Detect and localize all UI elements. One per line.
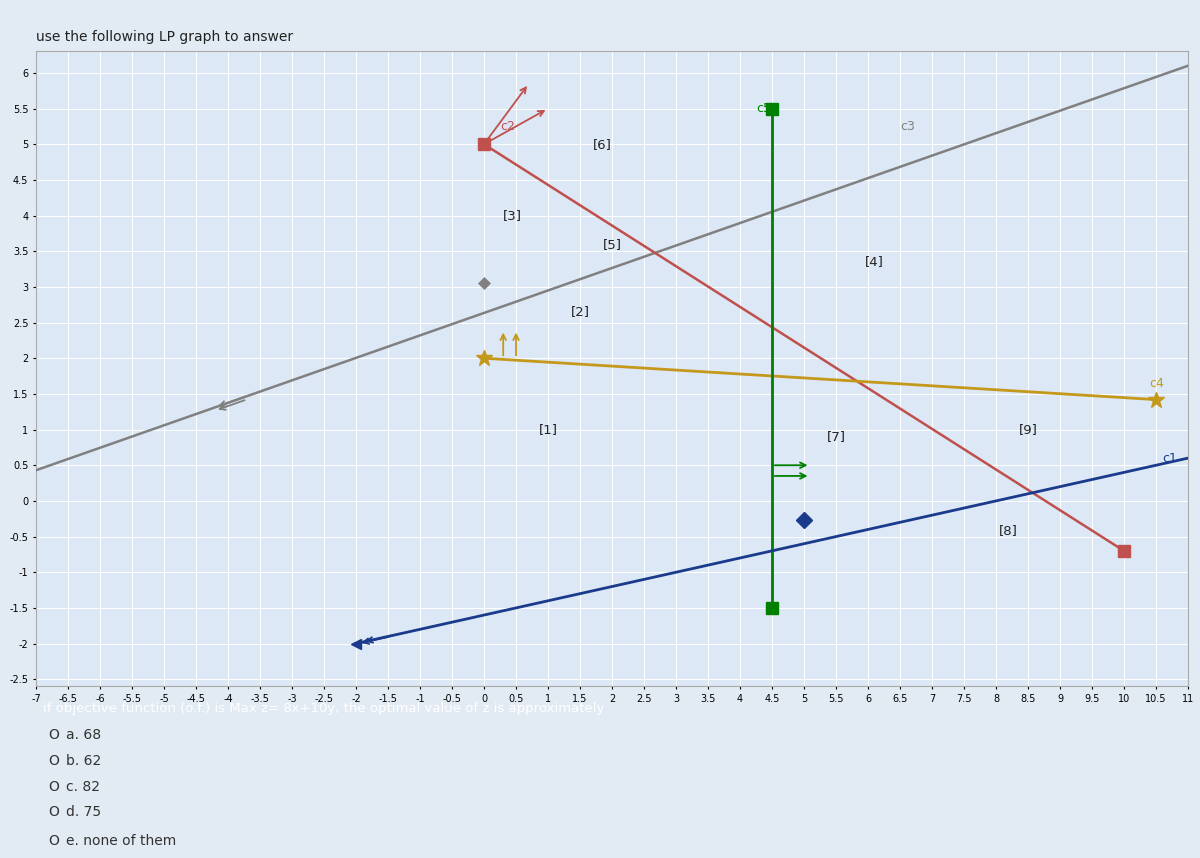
Text: [8]: [8] (1000, 524, 1019, 537)
Text: c. 82: c. 82 (66, 780, 100, 794)
Text: c5: c5 (756, 102, 772, 115)
Text: [7]: [7] (827, 430, 846, 444)
Text: O: O (48, 806, 59, 819)
Text: c4: c4 (1150, 377, 1164, 390)
Text: [5]: [5] (602, 238, 622, 251)
Text: O: O (48, 834, 59, 848)
Text: [9]: [9] (1019, 423, 1038, 436)
Text: [2]: [2] (570, 305, 589, 318)
Text: use the following LP graph to answer: use the following LP graph to answer (36, 30, 293, 44)
Text: c2: c2 (500, 120, 515, 133)
Text: [1]: [1] (539, 423, 558, 436)
Text: [6]: [6] (593, 138, 612, 151)
Text: [3]: [3] (503, 209, 522, 222)
Text: a. 68: a. 68 (66, 728, 101, 742)
Text: b. 62: b. 62 (66, 754, 101, 768)
Text: e. none of them: e. none of them (66, 834, 176, 848)
Text: c3: c3 (900, 120, 914, 133)
Text: d. 75: d. 75 (66, 806, 101, 819)
Text: c1: c1 (1163, 451, 1177, 465)
Text: O: O (48, 754, 59, 768)
Text: if objective function (o.f.) is Max z= 8x+10y, the optimal value of z is approxi: if objective function (o.f.) is Max z= 8… (43, 702, 605, 716)
Text: O: O (48, 780, 59, 794)
Text: [4]: [4] (865, 256, 884, 269)
Text: O: O (48, 728, 59, 742)
